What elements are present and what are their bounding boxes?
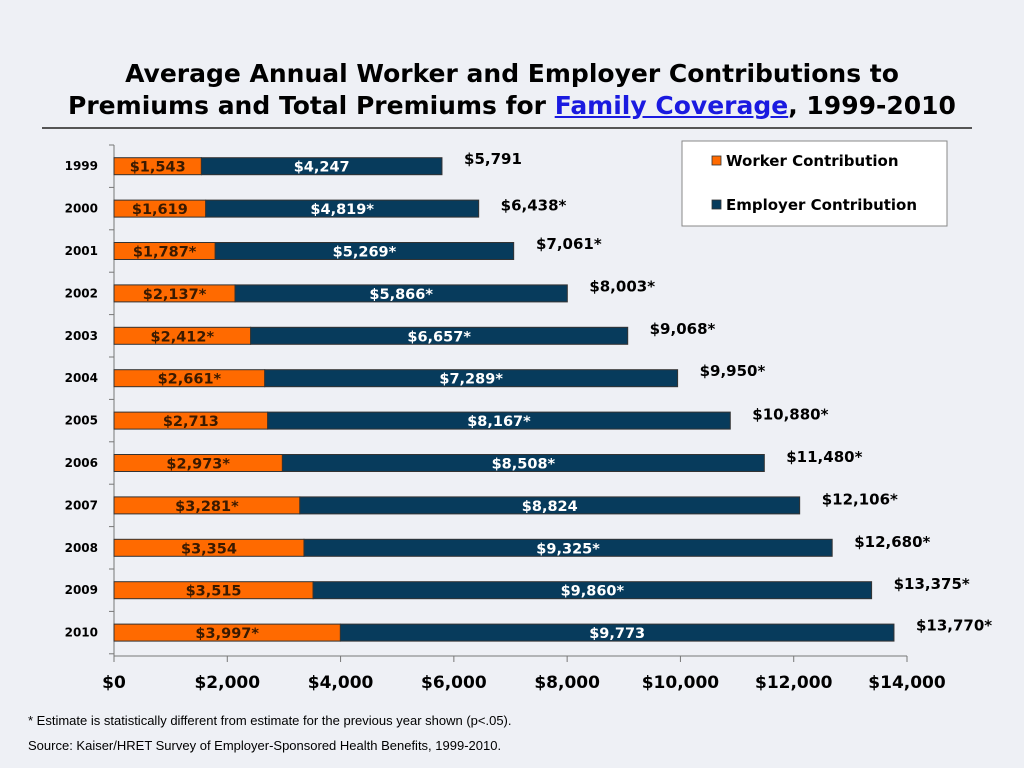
worker-value-label: $1,619 — [132, 202, 188, 218]
chart-title: Average Annual Worker and Employer Contr… — [0, 58, 1024, 122]
employer-bar — [312, 581, 873, 600]
total-value-label: $8,003* — [589, 277, 655, 295]
title-divider — [42, 127, 972, 129]
legend-label: Employer Contribution — [726, 196, 917, 214]
employer-value-label: $9,325* — [536, 541, 600, 557]
year-label: 2005 — [65, 414, 98, 428]
year-label: 2002 — [65, 286, 98, 300]
total-value-label: $12,106* — [822, 490, 898, 508]
employer-value-label: $4,247 — [294, 160, 350, 176]
source-note: Source: Kaiser/HRET Survey of Employer-S… — [28, 738, 502, 753]
worker-value-label: $2,412* — [151, 329, 215, 345]
total-value-label: $11,480* — [786, 448, 862, 466]
x-tick-label: $2,000 — [194, 673, 260, 693]
legend-swatch — [711, 199, 722, 210]
employer-bar — [299, 496, 801, 515]
employer-bar — [200, 157, 443, 176]
year-label: 2000 — [65, 202, 98, 216]
employer-value-label: $9,860* — [561, 584, 625, 600]
employer-bar — [339, 623, 895, 642]
employer-bar — [250, 326, 629, 345]
x-tick-label: $0 — [102, 673, 126, 693]
legend-box — [681, 140, 948, 227]
year-label: 2003 — [65, 329, 98, 343]
x-tick-label: $4,000 — [308, 673, 374, 693]
employer-value-label: $8,824 — [522, 499, 578, 515]
year-label: 2001 — [65, 244, 98, 258]
total-value-label: $7,061* — [536, 235, 602, 253]
total-value-label: $6,438* — [501, 197, 567, 215]
worker-value-label: $3,997* — [195, 626, 259, 642]
year-label: 2007 — [65, 498, 98, 512]
total-value-label: $10,880* — [752, 406, 828, 424]
employer-bar — [234, 284, 568, 303]
x-tick-label: $10,000 — [642, 673, 720, 693]
year-label: 2004 — [65, 371, 98, 385]
employer-bar — [267, 411, 731, 430]
title-line-1: Average Annual Worker and Employer Contr… — [125, 59, 899, 88]
employer-value-label: $5,866* — [369, 287, 433, 303]
x-tick-label: $6,000 — [421, 673, 487, 693]
year-label: 2009 — [65, 583, 98, 597]
total-value-label: $9,950* — [700, 362, 766, 380]
employer-value-label: $7,289* — [439, 372, 503, 388]
worker-value-label: $1,543 — [130, 160, 186, 176]
legend-label: Worker Contribution — [726, 152, 899, 170]
x-tick-label: $12,000 — [755, 673, 833, 693]
year-label: 2008 — [65, 541, 98, 555]
worker-value-label: $3,281* — [175, 499, 239, 515]
x-tick-label: $8,000 — [534, 673, 600, 693]
employer-bar — [264, 369, 679, 388]
employer-value-label: $4,819* — [310, 202, 374, 218]
x-tick-label: $14,000 — [868, 673, 946, 693]
family-coverage-link[interactable]: Family Coverage — [554, 91, 789, 120]
year-label: 2010 — [65, 626, 98, 640]
year-label: 2006 — [65, 456, 98, 470]
employer-value-label: $8,167* — [467, 414, 531, 430]
employer-value-label: $8,508* — [492, 457, 556, 473]
employer-value-label: $9,773 — [589, 626, 645, 642]
title-prefix: Premiums and Total Premiums for — [68, 91, 555, 120]
footnote: * Estimate is statistically different fr… — [28, 713, 512, 728]
employer-value-label: $5,269* — [333, 245, 397, 261]
worker-value-label: $3,515 — [186, 584, 242, 600]
worker-value-label: $3,354 — [181, 541, 237, 557]
total-value-label: $13,375* — [894, 575, 970, 593]
title-suffix: , 1999-2010 — [788, 91, 956, 120]
employer-bar — [214, 242, 515, 260]
total-value-label: $13,770* — [916, 617, 992, 635]
worker-value-label: $2,661* — [158, 372, 222, 388]
worker-value-label: $1,787* — [133, 245, 197, 261]
employer-value-label: $6,657* — [407, 329, 471, 345]
total-value-label: $9,068* — [650, 320, 716, 338]
worker-value-label: $2,973* — [166, 457, 230, 473]
total-value-label: $12,680* — [854, 533, 930, 551]
title-line-2: Premiums and Total Premiums for Family C… — [0, 90, 1024, 122]
employer-bar — [303, 538, 833, 557]
worker-value-label: $2,713 — [163, 414, 219, 430]
employer-bar — [205, 199, 480, 218]
employer-bar — [281, 454, 765, 472]
legend-swatch — [711, 155, 722, 166]
total-value-label: $5,791 — [464, 150, 522, 168]
year-label: 1999 — [65, 159, 98, 173]
worker-value-label: $2,137* — [143, 287, 207, 303]
